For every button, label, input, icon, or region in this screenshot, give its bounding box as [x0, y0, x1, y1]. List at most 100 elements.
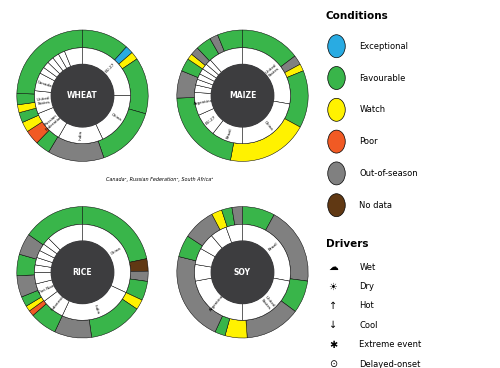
Text: MAIZE: MAIZE	[229, 91, 256, 100]
Wedge shape	[218, 30, 242, 51]
Text: RICE: RICE	[72, 268, 92, 277]
Wedge shape	[177, 98, 234, 160]
Text: Indonesia: Indonesia	[50, 294, 66, 312]
Wedge shape	[28, 207, 82, 245]
Wedge shape	[194, 264, 212, 281]
Text: Hot: Hot	[359, 301, 374, 310]
Text: No data: No data	[359, 201, 392, 210]
Text: China: China	[110, 112, 122, 122]
Wedge shape	[242, 30, 295, 67]
Wedge shape	[37, 130, 58, 152]
Wedge shape	[242, 48, 290, 104]
Wedge shape	[182, 59, 203, 78]
Wedge shape	[198, 108, 224, 134]
Wedge shape	[17, 254, 36, 276]
Wedge shape	[82, 30, 126, 60]
Ellipse shape	[328, 130, 345, 153]
Wedge shape	[26, 297, 44, 311]
Text: Cool: Cool	[359, 321, 378, 330]
Wedge shape	[194, 85, 212, 93]
Wedge shape	[34, 91, 54, 114]
Wedge shape	[48, 58, 64, 74]
Wedge shape	[130, 271, 148, 282]
Wedge shape	[196, 79, 213, 89]
Wedge shape	[284, 64, 304, 78]
Wedge shape	[212, 210, 228, 230]
Wedge shape	[225, 319, 247, 338]
Ellipse shape	[328, 162, 345, 185]
Text: Poor: Poor	[359, 137, 378, 146]
Wedge shape	[82, 207, 146, 262]
Wedge shape	[206, 60, 222, 75]
Wedge shape	[38, 107, 67, 137]
Wedge shape	[126, 279, 148, 300]
Wedge shape	[98, 109, 146, 158]
Wedge shape	[201, 236, 222, 257]
Wedge shape	[192, 48, 210, 66]
Text: Argentina: Argentina	[194, 99, 214, 106]
Text: Canada¹, Russian Federation², South Africa³: Canada¹, Russian Federation², South Afri…	[106, 177, 214, 182]
Wedge shape	[266, 215, 308, 281]
Wedge shape	[215, 316, 230, 336]
Text: India: India	[92, 304, 100, 315]
Wedge shape	[64, 48, 82, 67]
Wedge shape	[30, 301, 46, 315]
Circle shape	[212, 241, 274, 304]
Wedge shape	[178, 236, 203, 261]
Circle shape	[52, 241, 114, 304]
Wedge shape	[284, 71, 308, 127]
Text: United
States: United States	[260, 295, 276, 311]
Wedge shape	[82, 224, 130, 293]
Text: Conditions: Conditions	[326, 11, 389, 21]
Wedge shape	[54, 316, 92, 338]
Wedge shape	[177, 71, 198, 98]
Wedge shape	[198, 39, 219, 61]
Wedge shape	[130, 259, 148, 272]
Wedge shape	[122, 59, 148, 114]
Wedge shape	[40, 244, 58, 258]
Wedge shape	[44, 291, 70, 316]
Wedge shape	[22, 115, 42, 131]
Wedge shape	[96, 96, 130, 139]
Wedge shape	[36, 280, 58, 301]
Wedge shape	[82, 48, 130, 96]
Ellipse shape	[328, 35, 345, 58]
Wedge shape	[33, 304, 62, 332]
Circle shape	[52, 64, 114, 127]
Wedge shape	[210, 35, 224, 54]
Text: Brazil: Brazil	[267, 242, 278, 252]
Wedge shape	[194, 92, 214, 115]
Text: ↑: ↑	[329, 301, 337, 311]
Text: Russian
Federation: Russian Federation	[42, 111, 64, 132]
Text: ✱: ✱	[329, 340, 337, 350]
Text: Drivers: Drivers	[326, 239, 368, 249]
Text: ⊙: ⊙	[329, 359, 337, 368]
Wedge shape	[242, 224, 290, 281]
Text: China: China	[262, 120, 273, 132]
Text: WHEAT: WHEAT	[67, 91, 98, 100]
Wedge shape	[212, 227, 232, 248]
Wedge shape	[22, 290, 42, 306]
Text: Viet Nam: Viet Nam	[38, 283, 56, 295]
Wedge shape	[222, 208, 235, 227]
Text: Argentina: Argentina	[210, 294, 225, 312]
Text: Exceptional: Exceptional	[359, 42, 408, 51]
Text: Dry: Dry	[359, 282, 374, 291]
Text: United
States: United States	[36, 96, 51, 106]
Text: Wet: Wet	[359, 262, 376, 272]
Wedge shape	[18, 102, 36, 113]
Wedge shape	[34, 272, 52, 284]
Wedge shape	[203, 64, 219, 78]
Wedge shape	[242, 278, 290, 320]
Wedge shape	[246, 301, 296, 338]
Text: Watch: Watch	[359, 105, 386, 114]
Text: Brazil: Brazil	[226, 127, 234, 139]
Text: EU-27: EU-27	[104, 62, 117, 74]
Text: United
States: United States	[265, 63, 280, 78]
Wedge shape	[35, 73, 55, 92]
Wedge shape	[17, 30, 82, 94]
Text: Out-of-season: Out-of-season	[359, 169, 418, 178]
Text: Delayed-onset: Delayed-onset	[359, 360, 420, 368]
Text: Canada: Canada	[36, 80, 52, 88]
Wedge shape	[188, 214, 220, 246]
